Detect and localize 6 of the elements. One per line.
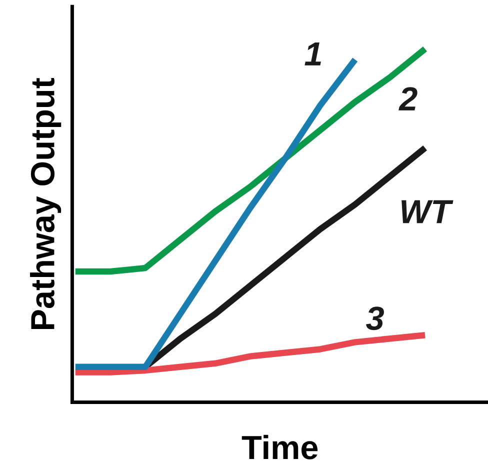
x-axis-title: Time <box>242 434 318 460</box>
series-label: 2 <box>398 87 418 110</box>
series-label: WT <box>402 200 454 224</box>
series-label: 3 <box>366 306 384 330</box>
series-label: 1 <box>304 42 321 66</box>
y-axis-title: Pathway Output <box>30 78 62 330</box>
